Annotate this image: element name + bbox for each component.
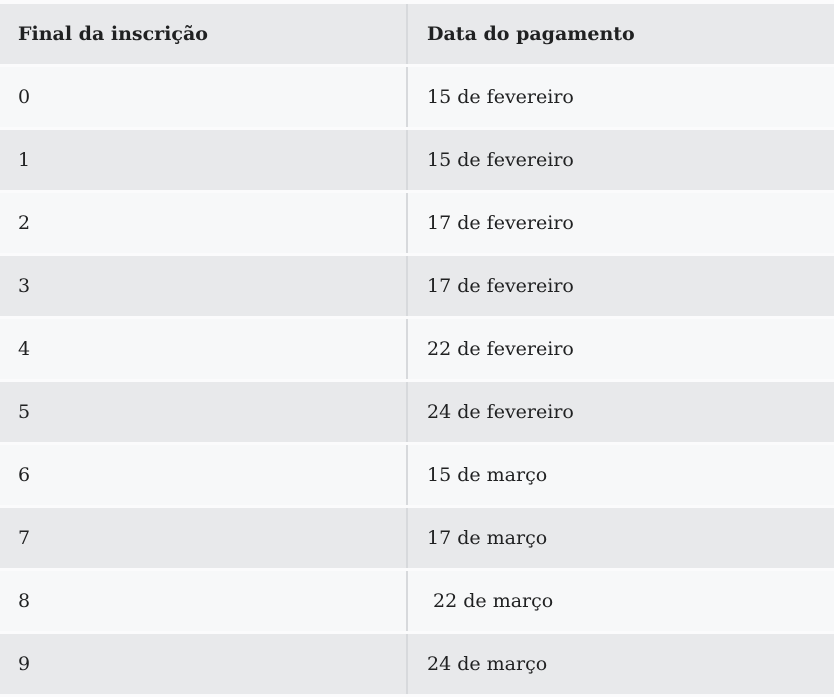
table-row: 2 17 de fevereiro (0, 191, 834, 256)
table-row: 7 17 de março (0, 506, 834, 571)
column-header-data-do-pagamento: Data do pagamento (407, 4, 834, 67)
cell-final-da-inscricao: 1 (0, 128, 408, 193)
table-row: 5 24 de fevereiro (0, 380, 834, 445)
cell-data-do-pagamento: 15 de fevereiro (407, 128, 834, 193)
cell-final-da-inscricao: 4 (0, 317, 408, 382)
cell-data-do-pagamento: 22 de fevereiro (407, 317, 834, 382)
table-row: 6 15 de março (0, 443, 834, 508)
cell-data-do-pagamento: 17 de fevereiro (407, 191, 834, 256)
table-row: 1 15 de fevereiro (0, 128, 834, 193)
cell-data-do-pagamento: 17 de março (407, 506, 834, 571)
column-header-final-da-inscricao: Final da inscrição (0, 4, 408, 67)
cell-final-da-inscricao: 7 (0, 506, 408, 571)
cell-final-da-inscricao: 9 (0, 632, 408, 697)
cell-final-da-inscricao: 5 (0, 380, 408, 445)
cell-data-do-pagamento: 17 de fevereiro (407, 254, 834, 319)
table-row: 3 17 de fevereiro (0, 254, 834, 319)
cell-data-do-pagamento: 24 de fevereiro (407, 380, 834, 445)
table-row: 8 22 de março (0, 569, 834, 634)
header-row: Final da inscrição Data do pagamento (0, 4, 834, 67)
payment-schedule-table: Final da inscrição Data do pagamento 0 1… (0, 4, 834, 697)
table-row: 9 24 de março (0, 632, 834, 697)
cell-final-da-inscricao: 8 (0, 569, 408, 634)
table-row: 0 15 de fevereiro (0, 65, 834, 130)
cell-final-da-inscricao: 3 (0, 254, 408, 319)
cell-data-do-pagamento: 15 de fevereiro (407, 65, 834, 130)
table-body: 0 15 de fevereiro 1 15 de fevereiro 2 17… (0, 65, 834, 697)
table-header: Final da inscrição Data do pagamento (0, 4, 834, 67)
cell-final-da-inscricao: 0 (0, 65, 408, 130)
table-row: 4 22 de fevereiro (0, 317, 834, 382)
cell-final-da-inscricao: 2 (0, 191, 408, 256)
cell-data-do-pagamento: 24 de março (407, 632, 834, 697)
cell-final-da-inscricao: 6 (0, 443, 408, 508)
cell-data-do-pagamento: 22 de março (407, 569, 834, 634)
cell-data-do-pagamento: 15 de março (407, 443, 834, 508)
